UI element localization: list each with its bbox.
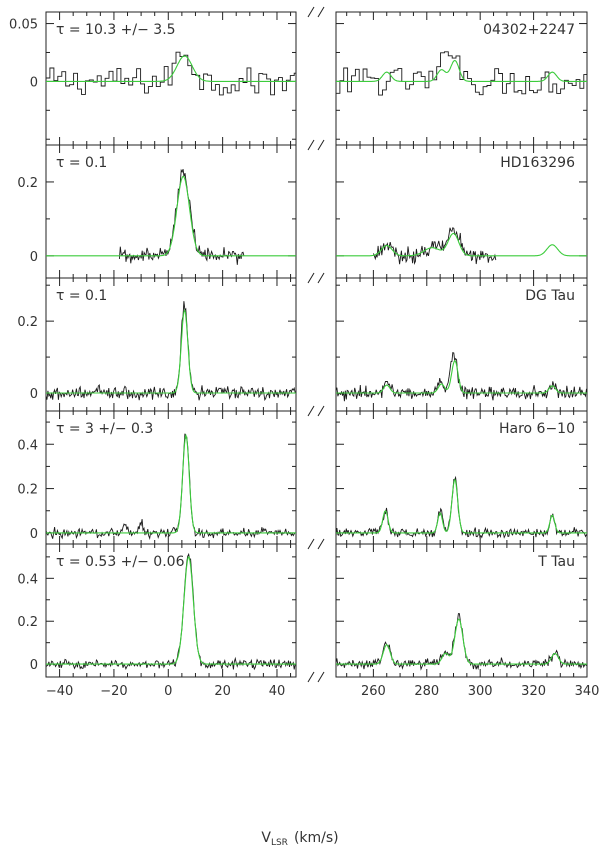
spectrum-subplot-left <box>45 543 297 678</box>
y-tick-label: 0 <box>30 658 38 673</box>
x-axis-label-subscript: LSR <box>271 838 288 848</box>
break-mark <box>307 538 315 550</box>
break-mark <box>317 671 325 683</box>
x-tick-label: −40 <box>46 684 73 699</box>
x-tick-label: 20 <box>214 684 231 699</box>
spectrum-subplot-right <box>335 11 588 146</box>
break-mark <box>317 538 325 550</box>
break-mark <box>307 139 315 151</box>
source-label: T Tau <box>537 554 575 570</box>
model-fit <box>336 59 587 82</box>
x-axis-label-unit: (km/s) <box>294 830 339 846</box>
spectrum-subplot-right <box>335 277 588 412</box>
observed-spectrum <box>46 301 296 402</box>
spectra-panels: 0 0.05 τ = 10.3 +/− 3.5 04302+2247 0 0.2 τ = 0… <box>9 11 588 678</box>
x-tick-label: 300 <box>468 684 493 699</box>
model-fit <box>336 618 587 665</box>
y-tick-label: 0.4 <box>17 438 38 453</box>
y-tick-label: 0 <box>30 75 38 90</box>
y-tick-label: 0 <box>30 250 38 265</box>
source-label: 04302+2247 <box>483 22 575 38</box>
spectrum-panel: 0 0.2 τ = 0.1 HD163296 <box>17 144 588 279</box>
x-tick-label: 260 <box>361 684 386 699</box>
break-mark <box>317 405 325 417</box>
spectrum-panel: 0 0.05 τ = 10.3 +/− 3.5 04302+2247 <box>9 11 588 146</box>
break-mark <box>307 671 315 683</box>
y-tick-label: 0 <box>30 527 38 542</box>
axis-break-marks <box>307 6 325 683</box>
spectrum-panel: 0 0.2 τ = 0.1 DG Tau <box>17 277 588 412</box>
model-fit <box>46 308 296 394</box>
observed-spectrum <box>336 51 587 96</box>
model-fit <box>336 359 587 394</box>
x-tick-label: −20 <box>100 684 127 699</box>
model-fit <box>46 175 296 257</box>
tau-label: τ = 3 +/− 0.3 <box>56 421 153 437</box>
break-mark <box>317 139 325 151</box>
observed-spectrum <box>46 552 296 671</box>
model-fit <box>336 478 587 534</box>
x-axis-label: VLSR (km/s) <box>261 830 338 848</box>
x-tick-label: 0 <box>164 684 172 699</box>
model-fit <box>46 433 296 534</box>
x-tick-label: 340 <box>575 684 600 699</box>
model-fit <box>46 55 296 82</box>
break-mark <box>307 272 315 284</box>
y-tick-label: 0.2 <box>17 315 38 330</box>
y-tick-label: 0.4 <box>17 572 38 587</box>
source-label: Haro 6−10 <box>499 421 575 437</box>
plot-frame <box>335 543 588 678</box>
spectrum-subplot-right <box>335 543 588 678</box>
model-fit <box>46 555 296 665</box>
spectrum-panel: 0 0.2 0.4 τ = 0.53 +/− 0.06 T Tau <box>17 543 588 678</box>
spectrum-subplot-left <box>45 144 297 279</box>
x-axis: −40 −20 0 20 40 260 280 300 320 340 <box>46 684 600 699</box>
model-fit <box>336 232 587 257</box>
break-mark <box>317 6 325 18</box>
tau-label: τ = 0.1 <box>56 155 107 171</box>
y-tick-label: 0.2 <box>17 483 38 498</box>
observed-spectrum <box>336 351 587 402</box>
y-tick-label: 0 <box>30 387 38 402</box>
break-mark <box>307 6 315 18</box>
observed-spectrum <box>372 227 497 266</box>
observed-spectrum <box>118 168 245 265</box>
spectrum-panel: 0 0.2 0.4 τ = 3 +/− 0.3 Haro 6−10 <box>17 410 588 545</box>
break-mark <box>307 405 315 417</box>
source-label: HD163296 <box>500 155 575 171</box>
x-tick-label: 320 <box>521 684 546 699</box>
y-tick-label: 0.05 <box>9 18 38 33</box>
observed-spectrum <box>46 433 296 540</box>
break-mark <box>317 272 325 284</box>
tau-label: τ = 10.3 +/− 3.5 <box>56 22 176 38</box>
tau-label: τ = 0.53 +/− 0.06 <box>56 554 185 570</box>
x-tick-label: 40 <box>269 684 286 699</box>
observed-spectrum <box>46 51 296 96</box>
tau-label: τ = 0.1 <box>56 288 107 304</box>
y-tick-label: 0.2 <box>17 176 38 191</box>
plot-frame <box>45 543 297 678</box>
source-label: DG Tau <box>525 288 575 304</box>
x-tick-label: 280 <box>414 684 439 699</box>
y-tick-label: 0.2 <box>17 615 38 630</box>
